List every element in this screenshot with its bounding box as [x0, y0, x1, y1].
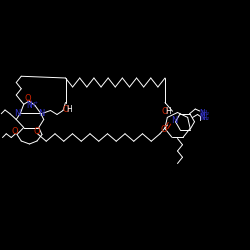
- Text: N: N: [14, 108, 21, 118]
- Text: N: N: [38, 108, 45, 118]
- Text: O: O: [162, 108, 168, 116]
- Text: N: N: [171, 116, 178, 125]
- Text: O: O: [63, 105, 69, 114]
- Text: O: O: [25, 94, 32, 103]
- Text: H: H: [165, 108, 171, 116]
- Text: N: N: [199, 108, 205, 118]
- Text: O: O: [12, 128, 18, 136]
- Text: H₂: H₂: [201, 114, 209, 120]
- Text: H₂: H₂: [201, 110, 209, 116]
- Text: O: O: [34, 128, 40, 136]
- Text: H: H: [66, 106, 72, 114]
- Text: N: N: [199, 113, 205, 122]
- Text: H⁺: H⁺: [29, 102, 38, 108]
- Text: N: N: [26, 101, 32, 110]
- Text: O: O: [161, 125, 168, 134]
